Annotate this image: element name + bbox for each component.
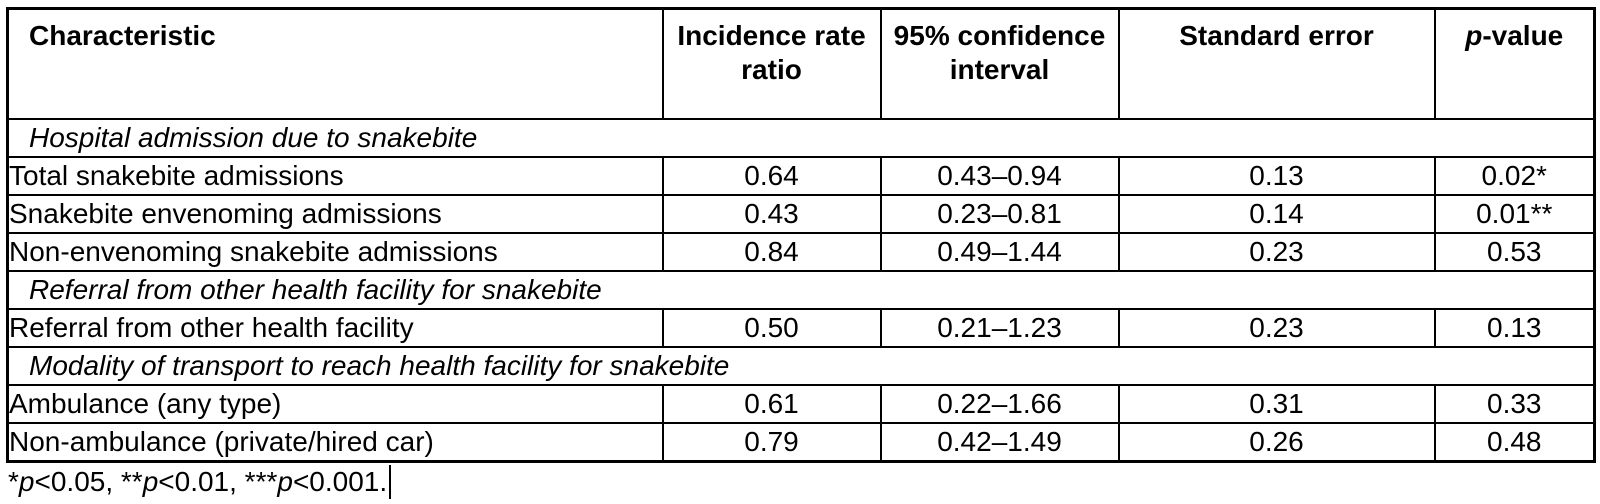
footnote-text3: <0.001. bbox=[292, 466, 388, 497]
p-value: 0.48 bbox=[1433, 422, 1596, 462]
se-value: 0.26 bbox=[1117, 422, 1436, 462]
ci-value: 0.21–1.23 bbox=[879, 308, 1120, 348]
section-row-transport-modality: Modality of transport to reach health fa… bbox=[6, 346, 1596, 386]
p-value-rest: -value bbox=[1482, 20, 1564, 51]
table-row: Snakebite envenoming admissions 0.43 0.2… bbox=[6, 194, 1596, 234]
section-row-hospital-admission: Hospital admission due to snakebite bbox=[6, 118, 1596, 158]
irr-value: 0.64 bbox=[661, 156, 882, 196]
table-row: Referral from other health facility 0.50… bbox=[6, 308, 1596, 348]
footnote-text2: <0.01, bbox=[158, 466, 245, 497]
p-value-italic-p: p bbox=[1465, 20, 1483, 51]
se-value: 0.23 bbox=[1117, 232, 1436, 272]
row-label: Non-envenoming snakebite admissions bbox=[6, 232, 664, 272]
footnote-p3: p bbox=[277, 466, 293, 497]
se-value: 0.23 bbox=[1117, 308, 1436, 348]
row-label: Total snakebite admissions bbox=[6, 156, 664, 196]
section-header-label: Hospital admission due to snakebite bbox=[6, 118, 1596, 158]
p-value: 0.53 bbox=[1433, 232, 1596, 272]
text-cursor bbox=[389, 464, 392, 499]
col-header-incidence-rate-ratio: Incidence rate ratio bbox=[661, 7, 882, 120]
footnote-star3: *** bbox=[244, 466, 278, 497]
table-header-row: Characteristic Incidence rate ratio 95% … bbox=[6, 7, 1596, 120]
row-label: Ambulance (any type) bbox=[6, 384, 664, 424]
se-value: 0.31 bbox=[1117, 384, 1436, 424]
table-row: Non-envenoming snakebite admissions 0.84… bbox=[6, 232, 1596, 272]
footnote-star1: * bbox=[8, 466, 19, 497]
table-row: Ambulance (any type) 0.61 0.22–1.66 0.31… bbox=[6, 384, 1596, 424]
irr-value: 0.84 bbox=[661, 232, 882, 272]
section-header-label: Referral from other health facility for … bbox=[6, 270, 1596, 310]
p-value: 0.33 bbox=[1433, 384, 1596, 424]
ci-value: 0.43–0.94 bbox=[879, 156, 1120, 196]
p-value: 0.13 bbox=[1433, 308, 1596, 348]
section-row-referral: Referral from other health facility for … bbox=[6, 270, 1596, 310]
row-label: Non-ambulance (private/hired car) bbox=[6, 422, 664, 462]
table-row: Total snakebite admissions 0.64 0.43–0.9… bbox=[6, 156, 1596, 196]
irr-value: 0.43 bbox=[661, 194, 882, 234]
footnote-text1: <0.05, bbox=[34, 466, 121, 497]
col-header-confidence-interval: 95% confidence interval bbox=[879, 7, 1120, 120]
ci-value: 0.22–1.66 bbox=[879, 384, 1120, 424]
ci-value: 0.23–0.81 bbox=[879, 194, 1120, 234]
irr-value: 0.61 bbox=[661, 384, 882, 424]
significance-footnote[interactable]: *p<0.05, **p<0.01, ***p<0.001. bbox=[8, 464, 392, 501]
table-row: Non-ambulance (private/hired car) 0.79 0… bbox=[6, 422, 1596, 462]
row-label: Referral from other health facility bbox=[6, 308, 664, 348]
footnote-star2: ** bbox=[120, 466, 143, 497]
p-value: 0.02* bbox=[1433, 156, 1596, 196]
ci-value: 0.42–1.49 bbox=[879, 422, 1120, 462]
se-value: 0.14 bbox=[1117, 194, 1436, 234]
irr-value: 0.50 bbox=[661, 308, 882, 348]
results-table: Characteristic Incidence rate ratio 95% … bbox=[6, 7, 1596, 463]
col-header-p-value: p-value bbox=[1433, 7, 1596, 120]
irr-value: 0.79 bbox=[661, 422, 882, 462]
row-label: Snakebite envenoming admissions bbox=[6, 194, 664, 234]
footnote-p2: p bbox=[142, 466, 159, 497]
se-value: 0.13 bbox=[1117, 156, 1436, 196]
col-header-standard-error: Standard error bbox=[1117, 7, 1436, 120]
p-value: 0.01** bbox=[1433, 194, 1596, 234]
ci-value: 0.49–1.44 bbox=[879, 232, 1120, 272]
section-header-label: Modality of transport to reach health fa… bbox=[6, 346, 1596, 386]
footnote-p1: p bbox=[18, 466, 35, 497]
col-header-characteristic: Characteristic bbox=[6, 7, 664, 120]
